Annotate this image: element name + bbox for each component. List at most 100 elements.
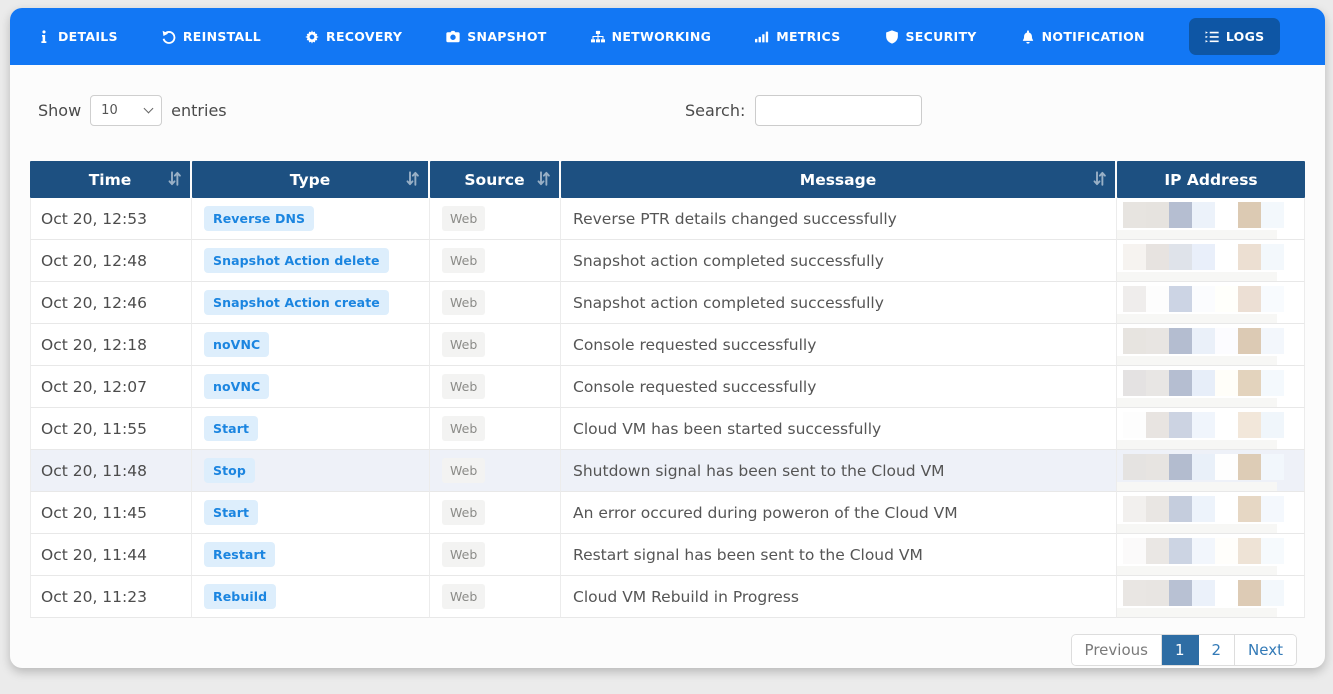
ip-blur-block [1169, 412, 1192, 438]
table-row: Oct 20, 12:53 Reverse DNS Web Reverse PT… [30, 198, 1305, 240]
ip-blur-mosaic [1123, 538, 1284, 564]
source-cell: Web [430, 408, 561, 450]
search-input[interactable] [755, 95, 923, 126]
column-header-label: IP Address [1164, 170, 1258, 189]
ip-blur-faint [1117, 272, 1277, 281]
ip-redacted-blur [1117, 534, 1304, 575]
column-header-message[interactable]: Message [561, 161, 1117, 198]
tab-recovery[interactable]: RECOVERY [305, 29, 402, 44]
ip-blur-block [1146, 370, 1169, 396]
ip-blur-block [1123, 412, 1146, 438]
message-cell: Shutdown signal has been sent to the Clo… [561, 450, 1117, 492]
ip-blur-block [1169, 370, 1192, 396]
tab-label: DETAILS [58, 29, 118, 44]
page-size-select-wrap: 10 [90, 95, 163, 126]
ip-blur-mosaic [1123, 286, 1284, 312]
sort-icon[interactable] [1093, 171, 1106, 190]
ip-redacted-blur [1117, 450, 1304, 491]
type-badge[interactable]: Start [204, 500, 259, 525]
ip-blur-block [1146, 328, 1169, 354]
ip-blur-block [1123, 328, 1146, 354]
pagination-previous[interactable]: Previous [1071, 635, 1162, 665]
ip-blur-block [1192, 496, 1215, 522]
ip-blur-block [1192, 580, 1215, 606]
sort-icon[interactable] [537, 171, 550, 190]
ip-blur-block [1169, 580, 1192, 606]
ip-blur-block [1192, 412, 1215, 438]
type-cell: Snapshot Action delete [192, 240, 430, 282]
sort-icon[interactable] [168, 171, 181, 190]
sitemap-icon [590, 30, 605, 44]
ip-blur-block [1238, 202, 1261, 228]
table-row: Oct 20, 11:44 Restart Web Restart signal… [30, 534, 1305, 576]
tab-metrics[interactable]: METRICS [755, 29, 840, 44]
table-row: Oct 20, 11:23 Rebuild Web Cloud VM Rebui… [30, 576, 1305, 618]
page-size-control: Show 10 entries [30, 95, 1305, 126]
ip-redacted-blur [1117, 240, 1304, 281]
ip-blur-block [1261, 580, 1284, 606]
logs-table: Time Type Source Message IP Address Oct … [30, 161, 1305, 618]
ip-blur-faint [1117, 524, 1277, 533]
ip-blur-block [1215, 244, 1238, 270]
column-header-label: Source [464, 170, 525, 189]
type-badge[interactable]: Snapshot Action create [204, 290, 389, 315]
page-size-select[interactable]: 10 [90, 95, 163, 126]
tab-label: SNAPSHOT [467, 29, 547, 44]
source-badge: Web [442, 290, 486, 315]
ip-cell [1117, 450, 1305, 492]
source-badge: Web [442, 206, 486, 231]
type-badge[interactable]: noVNC [204, 332, 270, 357]
type-cell: Start [192, 408, 430, 450]
ip-blur-block [1215, 328, 1238, 354]
type-badge[interactable]: Snapshot Action delete [204, 248, 389, 273]
column-header-type[interactable]: Type [192, 161, 430, 198]
tab-bar: DETAILS REINSTALL RECOVERY SNAPSHOT NETW… [10, 8, 1325, 65]
tab-snapshot[interactable]: SNAPSHOT [446, 29, 546, 44]
pagination-next[interactable]: Next [1235, 635, 1296, 665]
sort-icon[interactable] [406, 171, 419, 190]
ip-blur-mosaic [1123, 370, 1284, 396]
source-cell: Web [430, 576, 561, 618]
type-badge[interactable]: Reverse DNS [204, 206, 315, 231]
ip-blur-block [1215, 370, 1238, 396]
type-cell: Restart [192, 534, 430, 576]
type-badge[interactable]: Start [204, 416, 259, 441]
ip-blur-block [1192, 454, 1215, 480]
tab-logs[interactable]: LOGS [1188, 18, 1281, 55]
ip-blur-mosaic [1123, 328, 1284, 354]
ip-blur-block [1261, 454, 1284, 480]
type-badge[interactable]: Restart [204, 542, 275, 567]
pagination-2[interactable]: 2 [1198, 635, 1236, 665]
ip-blur-block [1146, 286, 1169, 312]
source-cell: Web [430, 324, 561, 366]
column-header-source[interactable]: Source [430, 161, 561, 198]
type-badge[interactable]: Rebuild [204, 584, 277, 609]
table-controls: Show 10 entries Search: [30, 95, 1305, 131]
ip-blur-block [1238, 580, 1261, 606]
tab-notification[interactable]: NOTIFICATION [1021, 29, 1145, 44]
tab-networking[interactable]: NETWORKING [590, 29, 712, 44]
ip-blur-mosaic [1123, 202, 1284, 228]
table-row: Oct 20, 11:55 Start Web Cloud VM has bee… [30, 408, 1305, 450]
ip-blur-block [1261, 370, 1284, 396]
gear-icon [305, 29, 319, 44]
time-cell: Oct 20, 12:48 [30, 240, 192, 282]
ip-blur-mosaic [1123, 454, 1284, 480]
ip-blur-block [1238, 244, 1261, 270]
table-body: Oct 20, 12:53 Reverse DNS Web Reverse PT… [30, 198, 1305, 618]
tab-details[interactable]: DETAILS [37, 29, 118, 44]
ip-blur-block [1215, 580, 1238, 606]
pagination-1[interactable]: 1 [1161, 635, 1199, 665]
ip-blur-block [1215, 412, 1238, 438]
ip-blur-mosaic [1123, 496, 1284, 522]
ip-blur-block [1192, 202, 1215, 228]
type-badge[interactable]: Stop [204, 458, 255, 483]
search-label: Search: [685, 101, 746, 120]
tab-security[interactable]: SECURITY [885, 29, 977, 44]
rotate-left-icon [162, 30, 176, 44]
column-header-time[interactable]: Time [30, 161, 192, 198]
table-header-row: Time Type Source Message IP Address [30, 161, 1305, 198]
ip-blur-faint [1117, 440, 1277, 449]
type-badge[interactable]: noVNC [204, 374, 270, 399]
tab-reinstall[interactable]: REINSTALL [162, 29, 261, 44]
